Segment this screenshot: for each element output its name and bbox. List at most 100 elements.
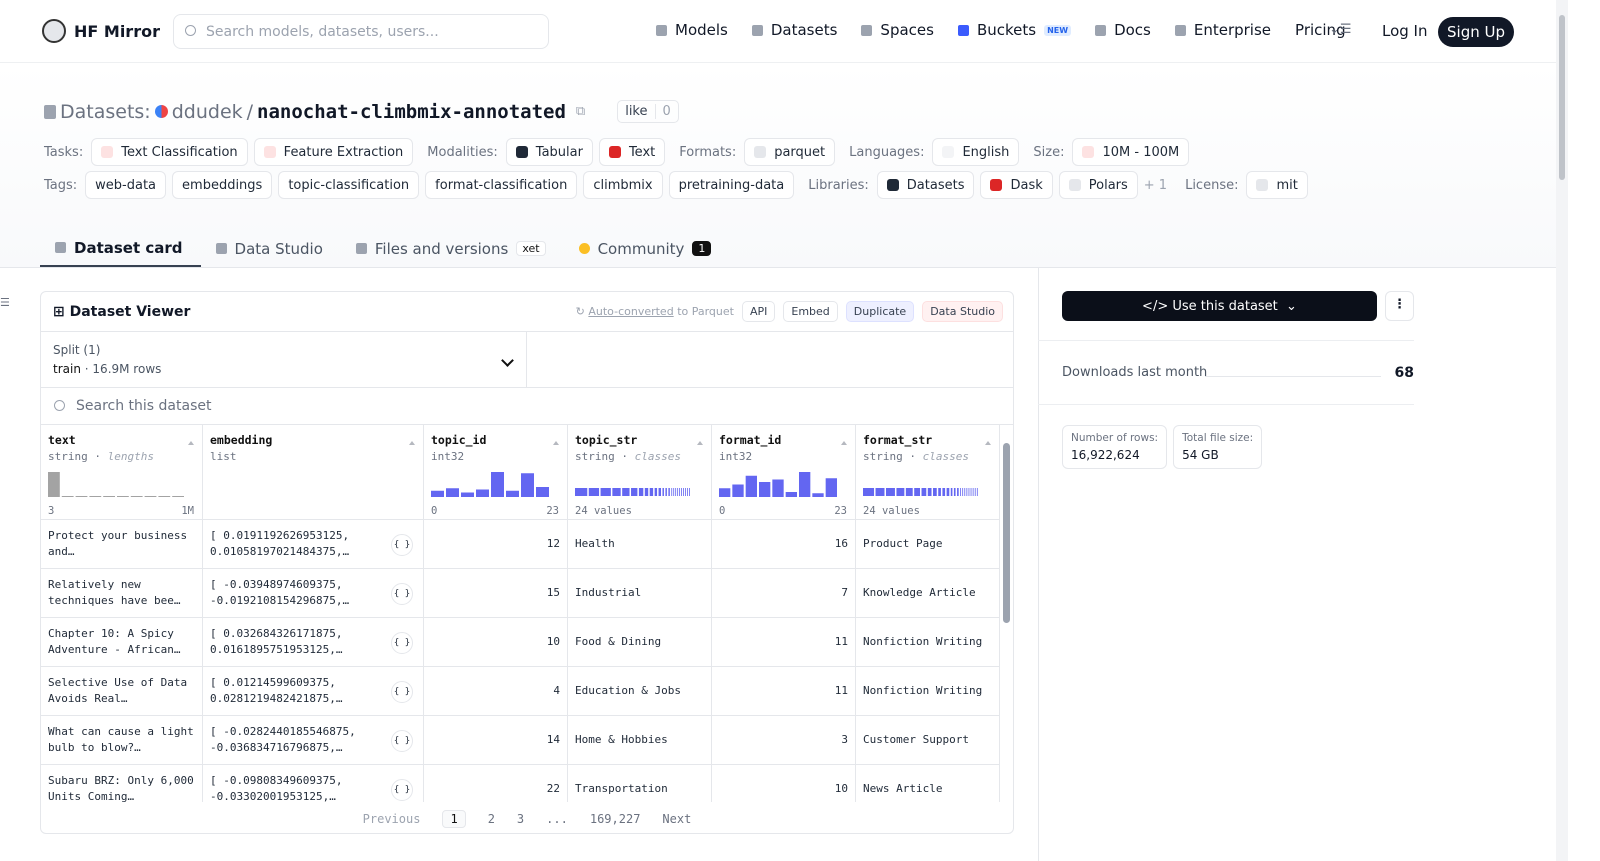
stat-label: Total file size:	[1182, 432, 1254, 444]
json-button[interactable]: { }	[391, 534, 413, 556]
cell-text: 12	[546, 537, 560, 550]
class-segment	[957, 488, 959, 496]
viewer-action[interactable]: Duplicate	[845, 301, 915, 322]
type-name: string	[863, 450, 903, 463]
class-segment	[938, 488, 941, 496]
nav-link[interactable]: Spaces	[861, 21, 934, 39]
autoconverted-link[interactable]: Auto-converted	[588, 305, 674, 318]
class-segment	[675, 488, 677, 496]
page-scroll-thumb[interactable]	[1559, 15, 1565, 180]
class-segment	[914, 488, 921, 496]
class-segment	[649, 488, 654, 496]
table-row[interactable]: Relatively new techniques have bee… [ -0.…	[41, 569, 1000, 618]
scroll-thumb[interactable]	[1003, 443, 1010, 623]
tag-chip[interactable]: Tabular	[505, 138, 593, 166]
chip-icon	[990, 179, 1003, 191]
login[interactable]: Log In	[1382, 22, 1428, 40]
table-scrollbar[interactable]	[1000, 425, 1013, 802]
tag-chip[interactable]: mit	[1246, 171, 1308, 199]
next[interactable]: Next	[662, 812, 692, 826]
column-header[interactable]: format_id int32 0 23	[712, 425, 856, 519]
nav-link[interactable]: Enterprise	[1174, 21, 1271, 39]
menu-toggle[interactable]: ⌄☰	[1329, 22, 1352, 37]
use-dataset[interactable]: </> Use this dataset ⌄	[1062, 291, 1377, 321]
chip-text: Tabular	[535, 144, 583, 160]
viewer-action[interactable]: Data Studio	[922, 301, 1003, 322]
signup[interactable]: Sign Up	[1438, 17, 1514, 47]
brand[interactable]: HF Mirror	[42, 19, 160, 43]
chip-icon	[1082, 146, 1095, 158]
meta-group: Size: 10M - 100M	[1033, 138, 1195, 166]
tag-chip[interactable]: Feature Extraction	[253, 138, 414, 166]
json-button[interactable]: { }	[391, 632, 413, 654]
json-button[interactable]: { }	[391, 779, 413, 801]
side-toggle[interactable]: ☰	[0, 296, 10, 309]
owner[interactable]: ddudek	[154, 100, 243, 123]
page-number[interactable]: 2	[487, 812, 495, 826]
nav-link[interactable]: Pricing	[1295, 21, 1346, 39]
table-row[interactable]: Protect your business and… [ 0.0191192626…	[41, 520, 1000, 569]
column-header[interactable]: topic_id int32 0 23	[424, 425, 568, 519]
tag-chip[interactable]: pretraining-data	[668, 171, 795, 199]
tag-chip[interactable]: Dask	[980, 171, 1053, 199]
table-row[interactable]: Selective Use of Data Avoids Real… [ 0.01…	[41, 667, 1000, 716]
table-row[interactable]: Subaru BRZ: Only 6,000 Units Coming… [ -0…	[41, 765, 1000, 802]
nav-icon	[751, 24, 763, 36]
tag-chip[interactable]: Datasets	[876, 171, 975, 199]
table-row[interactable]: Chapter 10: A Spicy Adventure - African……	[41, 618, 1000, 667]
nav-icon	[1174, 24, 1186, 36]
tag-chip[interactable]: topic-classification	[278, 171, 420, 199]
tab[interactable]: Files and versions xet	[341, 230, 564, 267]
nav-link[interactable]: Docs	[1095, 21, 1151, 39]
page-number[interactable]: 3	[516, 812, 525, 826]
tabs: Dataset card Data Studio Files and version…	[40, 230, 729, 268]
nav-link[interactable]: Buckets NEW	[957, 21, 1072, 39]
class-segment	[662, 488, 664, 496]
nav-link[interactable]: Datasets	[751, 21, 838, 39]
tag-chip[interactable]: climbmix	[583, 171, 663, 199]
table-row[interactable]: What can cause a light bulb to blow?… [ -…	[41, 716, 1000, 765]
page-scrollbar[interactable]	[1556, 0, 1568, 861]
copy-icon[interactable]: ⧉	[575, 104, 586, 119]
histogram-bar	[759, 482, 771, 497]
tag-chip[interactable]: format-classification	[425, 171, 578, 199]
page-number[interactable]: 1	[442, 810, 466, 828]
json-button[interactable]: { }	[391, 730, 413, 752]
column-header[interactable]: text string · lengths 3 1M	[41, 425, 203, 519]
class-segment	[896, 488, 905, 496]
nav-link-text: Datasets	[770, 21, 838, 39]
owner-name: ddudek	[171, 100, 243, 123]
tab[interactable]: Dataset card	[40, 230, 201, 267]
like-button[interactable]: like 0	[617, 100, 679, 123]
tab[interactable]: Community 1	[564, 230, 730, 267]
cell-text: Nonfiction Writing	[863, 684, 983, 697]
json-button[interactable]: { }	[391, 583, 413, 605]
meta-label: Tags:	[44, 177, 78, 193]
viewer-action[interactable]: Embed	[783, 301, 838, 322]
tag-chip[interactable]: Polars	[1058, 171, 1138, 199]
more-options[interactable]: ⋮	[1385, 291, 1414, 321]
viewer-search[interactable]: Search this dataset	[41, 388, 1013, 425]
chip-text: topic-classification	[288, 177, 410, 193]
title-prefix[interactable]: Datasets:	[60, 100, 151, 123]
tag-chip[interactable]: embeddings	[172, 171, 273, 199]
tag-chip[interactable]: parquet	[744, 138, 836, 166]
logo	[42, 19, 66, 43]
viewer-action[interactable]: API	[741, 301, 776, 322]
search-box[interactable]: Search models, datasets, users...	[173, 14, 549, 49]
tag-chip[interactable]: English	[932, 138, 1020, 166]
previous[interactable]: Previous	[362, 812, 421, 826]
dataset-name[interactable]: nanochat-climbmix-annotated	[257, 100, 566, 123]
tag-chip[interactable]: Text	[598, 138, 666, 166]
column-header[interactable]: topic_str string · classes 24 values	[568, 425, 712, 519]
tag-chip[interactable]: Text Classification	[91, 138, 248, 166]
column-header[interactable]: format_str string · classes 24 values	[856, 425, 1000, 519]
nav-link[interactable]: Models	[656, 21, 728, 39]
tag-chip[interactable]: web-data	[85, 171, 167, 199]
last-page[interactable]: 169,227	[589, 812, 641, 826]
split-selector[interactable]: Split (1) train · 16.9M rows	[41, 332, 527, 388]
tab[interactable]: Data Studio	[201, 230, 341, 267]
tag-chip[interactable]: 10M - 100M	[1072, 138, 1190, 166]
column-header[interactable]: embedding list	[203, 425, 424, 519]
json-button[interactable]: { }	[391, 681, 413, 703]
